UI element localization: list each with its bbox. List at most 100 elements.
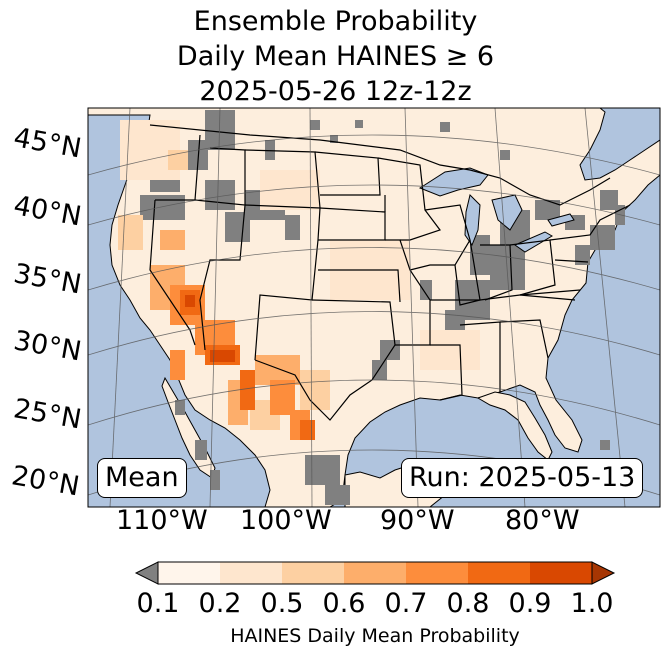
colorbar-tick-label: 1.0	[570, 588, 614, 619]
boundary-line	[509, 239, 556, 296]
colorbar-title: HAINES Daily Mean Probability	[230, 625, 520, 647]
latitude-line	[88, 311, 660, 356]
colorbar-segment	[530, 562, 593, 584]
prob-patch-0.5	[168, 150, 188, 170]
great-lakes	[418, 167, 575, 253]
colorbar-segment	[468, 562, 531, 584]
us-canada-border	[149, 124, 611, 206]
map-frame	[87, 107, 661, 508]
gray-patch	[600, 440, 610, 450]
longitude-line	[494, 108, 526, 507]
boundary-line	[519, 294, 576, 301]
gray-patch	[380, 340, 400, 360]
title-line-1: Ensemble Probability	[193, 6, 478, 37]
boundary-line	[314, 151, 381, 196]
boundary-line	[149, 199, 196, 346]
gray-patch	[310, 120, 320, 130]
lake-ontario	[547, 213, 575, 227]
latitude-line	[88, 134, 660, 176]
longitude-line	[209, 108, 221, 507]
lon-label-80: 80°W	[505, 505, 580, 536]
colorbar-segment	[282, 562, 345, 584]
colorbar-segment	[406, 562, 469, 584]
boundary-line	[554, 259, 589, 263]
land-florida	[476, 391, 553, 461]
gray-patch	[330, 135, 338, 143]
prob-patch-0.8	[240, 370, 255, 410]
boundary-line	[454, 239, 481, 306]
gray-patch	[195, 440, 207, 460]
title-line-3: 2025-05-26 12z-12z	[199, 76, 472, 107]
title-line-2: Daily Mean HAINES ≥ 6	[176, 41, 495, 72]
gray-patch	[175, 400, 185, 415]
colorbar-segment	[158, 562, 221, 584]
gray-patch	[490, 245, 525, 290]
boundary-line	[480, 244, 513, 301]
colorbar-tick-label: 0.1	[136, 588, 180, 619]
colorbar-frame	[157, 561, 593, 585]
boundary-line	[254, 299, 396, 421]
lake-michigan	[464, 194, 481, 247]
graticule	[88, 108, 660, 507]
gray-patch	[445, 310, 465, 330]
boundary-line	[385, 239, 431, 346]
run-date-label: Run: 2025-05-13	[401, 458, 644, 498]
gray-patch	[325, 485, 350, 505]
boundary-line	[244, 204, 321, 361]
gray-patch	[225, 212, 250, 242]
lon-label-100: 100°W	[240, 505, 332, 536]
gray-patch	[140, 195, 185, 220]
prob-patch-0.5	[300, 370, 330, 410]
latitude-line	[88, 184, 660, 226]
colorbar-tick-label: 0.5	[260, 588, 304, 619]
colorbar	[134, 561, 616, 585]
prob-patch-0.7	[270, 380, 295, 415]
prob-patch-0.9	[210, 350, 235, 362]
lake-huron	[491, 194, 523, 231]
gray-patch	[265, 140, 275, 160]
gray-patch	[500, 150, 510, 160]
lake-superior	[418, 167, 489, 197]
colorbar-tick-label: 0.6	[322, 588, 366, 619]
gray-patch	[420, 280, 432, 300]
lon-label-90: 90°W	[380, 505, 455, 536]
colorbar-tick-label: 0.2	[198, 588, 242, 619]
colorbar-segment	[344, 562, 407, 584]
colorbar-segment	[220, 562, 283, 584]
boundary-line	[318, 269, 401, 303]
prob-patch-0.5	[118, 215, 143, 250]
state-boundaries	[149, 124, 631, 421]
colorbar-over-triangle	[591, 561, 616, 585]
boundary-line	[409, 204, 471, 271]
colorbar-tick-label: 0.8	[446, 588, 490, 619]
gray-patch	[575, 245, 590, 265]
boundary-line	[318, 207, 386, 241]
gray-patch	[305, 455, 340, 485]
prob-patch-0.7	[170, 350, 185, 380]
gray-patch	[355, 120, 363, 128]
gray-patch	[535, 200, 560, 220]
gray-patch	[285, 215, 300, 240]
boundary-line	[549, 204, 631, 241]
prob-patch-0.9	[185, 295, 195, 307]
prob-patch-0.6	[160, 230, 185, 250]
latitude-line	[88, 379, 660, 426]
prob-patch-0.2	[420, 330, 480, 370]
lon-label-110: 110°W	[116, 505, 208, 536]
longitude-line	[309, 108, 313, 507]
prob-patch-0.8	[300, 420, 315, 440]
boundary-line	[499, 319, 549, 359]
gray-patch	[440, 122, 450, 132]
boundary-line	[430, 289, 581, 301]
longitude-line	[584, 108, 626, 507]
colorbar-tick-label: 0.7	[384, 588, 428, 619]
gray-patch	[600, 190, 618, 210]
gray-patch	[210, 470, 220, 490]
boundary-line	[430, 344, 463, 401]
boundary-line	[377, 157, 441, 241]
colorbar-under-triangle	[134, 561, 159, 585]
statistic-label: Mean	[97, 458, 187, 498]
colorbar-tick-label: 0.9	[508, 588, 552, 619]
longitude-line	[109, 108, 131, 507]
